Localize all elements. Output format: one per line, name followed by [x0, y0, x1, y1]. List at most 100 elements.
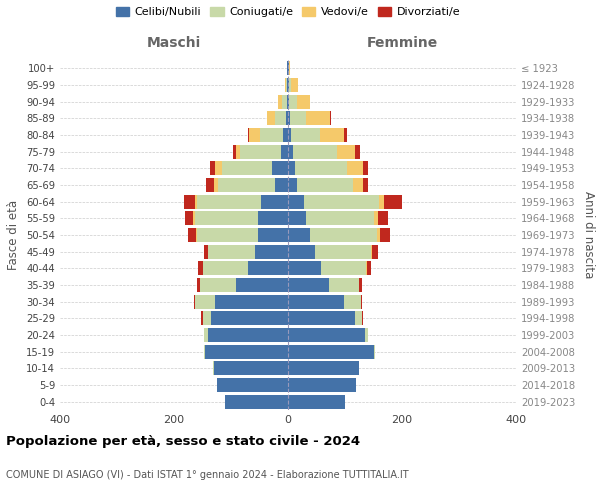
Bar: [288, 361, 359, 376]
Bar: [347, 162, 363, 175]
Bar: [289, 94, 297, 109]
Bar: [278, 94, 283, 109]
Bar: [373, 344, 374, 359]
Bar: [214, 361, 288, 376]
Bar: [297, 178, 353, 192]
Bar: [373, 211, 378, 226]
Bar: [249, 128, 260, 142]
Bar: [295, 162, 347, 175]
Bar: [211, 162, 215, 175]
Bar: [248, 261, 288, 276]
Bar: [288, 128, 291, 142]
Bar: [272, 162, 288, 175]
Bar: [291, 128, 320, 142]
Bar: [197, 278, 200, 292]
Legend: Celibi/Nubili, Coniugati/e, Vedovi/e, Divorziati/e: Celibi/Nubili, Coniugati/e, Vedovi/e, Di…: [112, 2, 464, 22]
Bar: [194, 211, 259, 226]
Bar: [197, 194, 260, 209]
Bar: [380, 228, 390, 242]
Bar: [287, 94, 288, 109]
Bar: [316, 244, 371, 259]
Bar: [259, 228, 288, 242]
Bar: [213, 361, 214, 376]
Bar: [184, 194, 194, 209]
Bar: [200, 278, 236, 292]
Bar: [193, 211, 194, 226]
Bar: [215, 162, 222, 175]
Bar: [337, 144, 355, 159]
Bar: [195, 294, 215, 308]
Bar: [202, 311, 203, 326]
Bar: [363, 162, 368, 175]
Bar: [359, 278, 362, 292]
Bar: [365, 328, 368, 342]
Bar: [297, 94, 310, 109]
Bar: [236, 144, 240, 159]
Bar: [355, 311, 362, 326]
Bar: [329, 278, 359, 292]
Bar: [373, 244, 378, 259]
Bar: [329, 112, 331, 126]
Bar: [288, 144, 293, 159]
Bar: [288, 78, 289, 92]
Bar: [211, 311, 288, 326]
Bar: [197, 228, 259, 242]
Bar: [361, 294, 362, 308]
Bar: [203, 244, 208, 259]
Bar: [194, 294, 195, 308]
Bar: [363, 178, 368, 192]
Bar: [233, 144, 236, 159]
Bar: [310, 228, 377, 242]
Bar: [305, 112, 329, 126]
Bar: [203, 261, 248, 276]
Bar: [288, 394, 345, 409]
Bar: [289, 78, 292, 92]
Bar: [217, 378, 288, 392]
Bar: [287, 78, 288, 92]
Bar: [304, 194, 379, 209]
Bar: [290, 112, 305, 126]
Text: COMUNE DI ASIAGO (VI) - Dati ISTAT 1° gennaio 2024 - Elaborazione TUTTITALIA.IT: COMUNE DI ASIAGO (VI) - Dati ISTAT 1° ge…: [6, 470, 409, 480]
Bar: [198, 261, 203, 276]
Bar: [286, 78, 287, 92]
Bar: [208, 328, 288, 342]
Bar: [275, 112, 286, 126]
Bar: [194, 194, 197, 209]
Bar: [255, 244, 288, 259]
Bar: [218, 178, 275, 192]
Bar: [371, 244, 373, 259]
Bar: [293, 144, 337, 159]
Bar: [288, 278, 329, 292]
Bar: [288, 112, 290, 126]
Bar: [283, 128, 288, 142]
Bar: [288, 344, 373, 359]
Bar: [384, 194, 402, 209]
Bar: [288, 228, 310, 242]
Bar: [288, 178, 297, 192]
Bar: [355, 144, 360, 159]
Bar: [185, 211, 193, 226]
Bar: [288, 294, 344, 308]
Bar: [292, 78, 298, 92]
Bar: [260, 194, 288, 209]
Bar: [222, 162, 272, 175]
Bar: [288, 244, 316, 259]
Text: Popolazione per età, sesso e stato civile - 2024: Popolazione per età, sesso e stato civil…: [6, 435, 360, 448]
Bar: [379, 194, 384, 209]
Text: Femmine: Femmine: [367, 36, 437, 50]
Bar: [344, 128, 347, 142]
Bar: [248, 128, 249, 142]
Bar: [214, 178, 218, 192]
Y-axis label: Anni di nascita: Anni di nascita: [582, 192, 595, 278]
Bar: [288, 311, 355, 326]
Bar: [362, 311, 363, 326]
Bar: [203, 344, 205, 359]
Bar: [188, 228, 196, 242]
Bar: [288, 211, 306, 226]
Bar: [378, 211, 388, 226]
Bar: [365, 261, 367, 276]
Bar: [306, 211, 373, 226]
Bar: [289, 62, 290, 76]
Bar: [288, 328, 365, 342]
Bar: [226, 394, 288, 409]
